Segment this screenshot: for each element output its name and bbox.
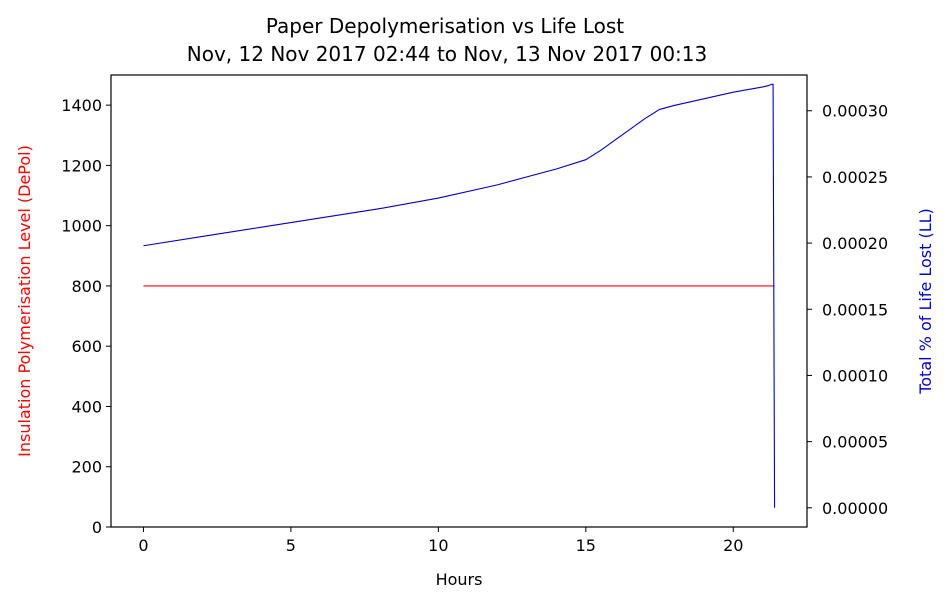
plot-frame <box>110 74 808 528</box>
y-right-tick-label: 0.00025 <box>822 168 888 187</box>
y-left-tick-label: 400 <box>71 397 102 416</box>
y-axis-left: 0 200 400 600 800 1000 1200 1400 <box>61 96 111 537</box>
y-left-tick-label: 600 <box>71 337 102 356</box>
x-axis-label: Hours <box>436 570 483 589</box>
y-left-tick-label: 0 <box>92 518 102 537</box>
y-right-tick-label: 0.00010 <box>822 366 888 385</box>
x-tick-label: 20 <box>723 536 743 555</box>
y-right-tick-label: 0.00005 <box>822 433 888 452</box>
y-left-tick-label: 800 <box>71 277 102 296</box>
x-tick-label: 0 <box>138 536 148 555</box>
plot-layer <box>143 83 776 508</box>
y-right-tick-label: 0.00000 <box>822 499 888 518</box>
y-axis-left-label: Insulation Polymerisation Level (DePol) <box>15 145 34 457</box>
y-right-tick-label: 0.00020 <box>822 234 888 253</box>
series-line-1-right <box>143 83 776 508</box>
y-right-tick-label: 0.00030 <box>822 102 888 121</box>
chart-title: Paper Depolymerisation vs Life Lost <box>266 14 624 38</box>
y-left-tick-label: 1400 <box>61 96 102 115</box>
y-left-tick-label: 1000 <box>61 217 102 236</box>
y-axis-right-label: Total % of Life Lost (LL) <box>916 208 935 395</box>
x-tick-label: 5 <box>286 536 296 555</box>
chart-subtitle: Nov, 12 Nov 2017 02:44 to Nov, 13 Nov 20… <box>187 42 707 66</box>
y-left-tick-label: 200 <box>71 458 102 477</box>
y-axis-right: 0.00000 0.00005 0.00010 0.00015 0.00020 0.000… <box>807 102 888 518</box>
x-tick-label: 10 <box>428 536 448 555</box>
y-right-tick-label: 0.00015 <box>822 300 888 319</box>
x-tick-label: 15 <box>576 536 596 555</box>
y-left-tick-label: 1200 <box>61 156 102 175</box>
x-axis: 0 5 10 15 20 <box>138 527 743 555</box>
